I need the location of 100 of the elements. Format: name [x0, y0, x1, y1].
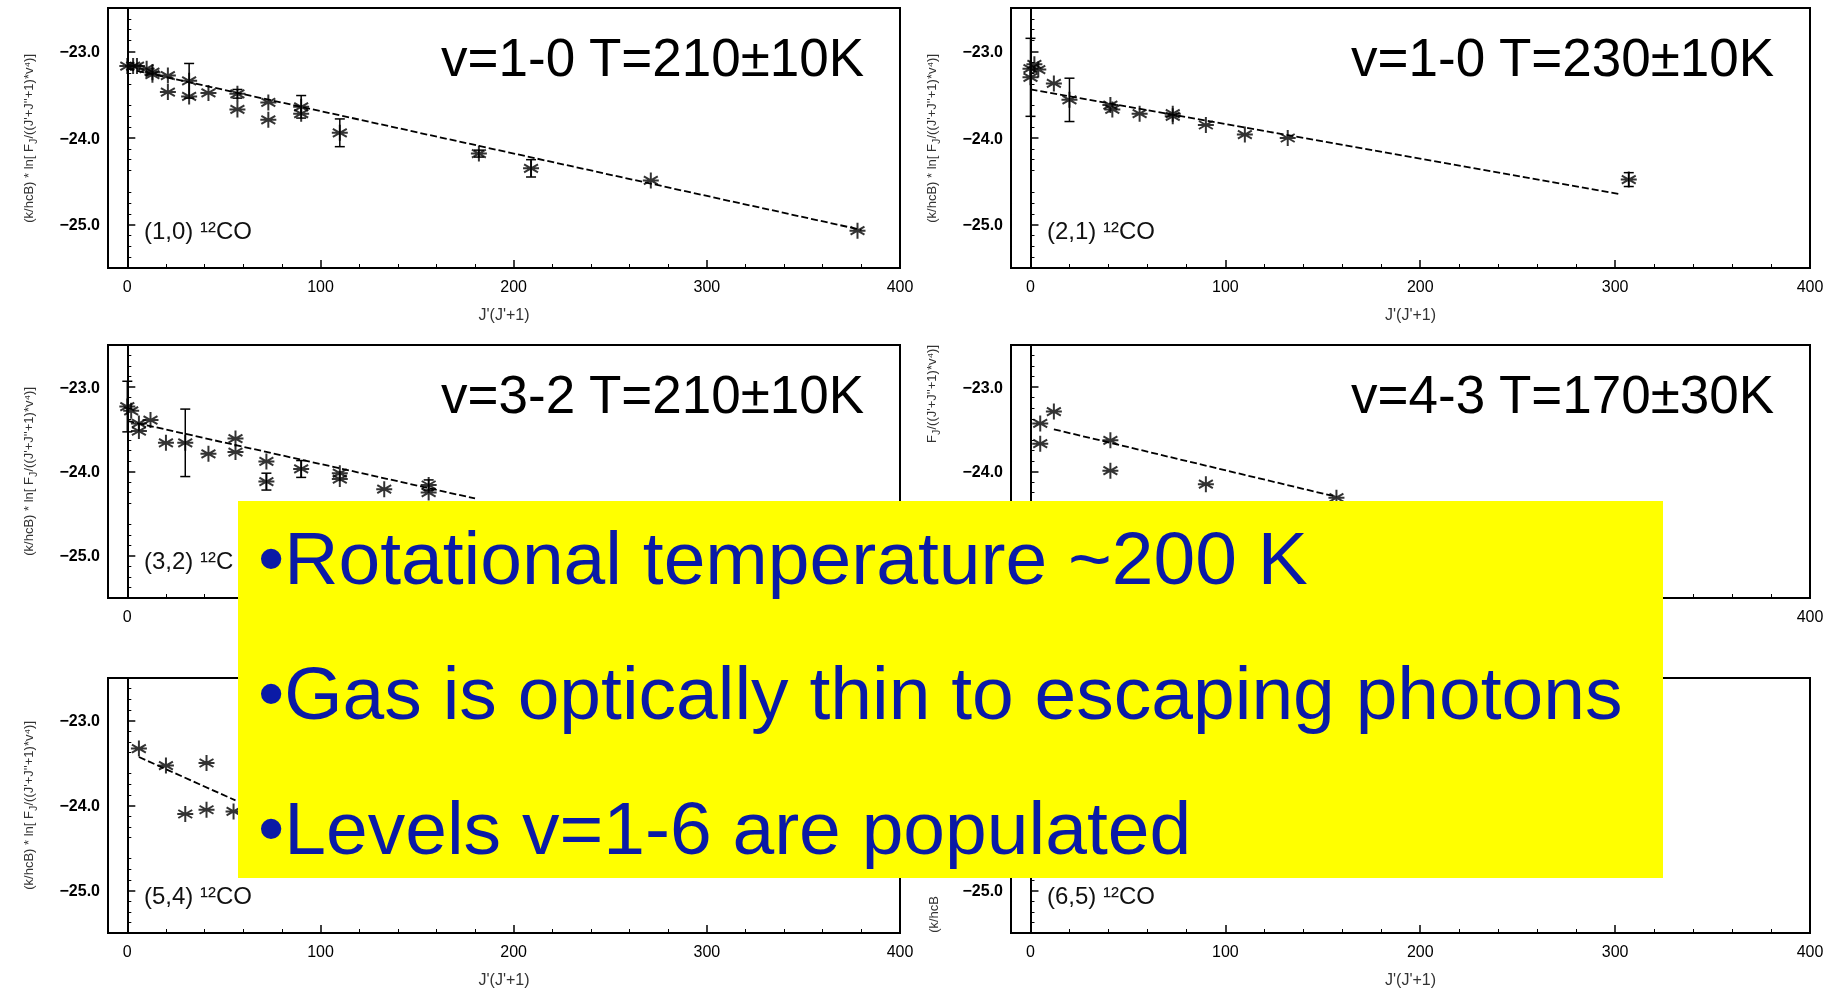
y-tick-label: −24.0 [962, 463, 1004, 480]
y-tick-label: −24.0 [962, 129, 1004, 147]
point [176, 805, 195, 823]
point [1130, 104, 1149, 123]
point [141, 411, 160, 430]
y-tick-label: −24.0 [59, 129, 101, 147]
point [129, 422, 148, 441]
point [1103, 100, 1122, 119]
x-tick-label: 100 [1212, 942, 1239, 960]
chart-title: v=1-0 T=210±10K [441, 28, 865, 87]
annotation: (5,4) ¹²CO [144, 881, 252, 909]
chart-title: v=4-3 T=170±30K [1351, 365, 1775, 424]
x-tick-label: 400 [1796, 277, 1824, 295]
point [118, 397, 137, 416]
x-tick-label: 0 [1026, 277, 1036, 295]
y-tick-label: −25.0 [962, 216, 1004, 234]
point [180, 71, 199, 90]
point [330, 123, 349, 142]
text: 400 [1796, 607, 1824, 625]
point [226, 443, 245, 462]
x-axis-title: J'(J'+1) [478, 970, 530, 988]
x-tick-label: 400 [886, 942, 914, 960]
annotation: (3,2) ¹²C [144, 546, 234, 574]
x-tick-label: 200 [1406, 277, 1434, 295]
point [419, 483, 438, 502]
y-tick-label: −23.0 [59, 378, 101, 396]
x-tick-label: 400 [886, 277, 914, 295]
point [292, 459, 311, 478]
point [1044, 74, 1063, 93]
y-tick-label: −23.0 [59, 42, 101, 60]
x-tick-label: 400 [1796, 942, 1824, 960]
x-tick-label: 300 [693, 277, 721, 295]
point [375, 480, 394, 499]
x-tick-label: 0 [122, 277, 132, 295]
point [1031, 414, 1050, 433]
point [1101, 96, 1120, 115]
point [176, 433, 195, 452]
y-axis-title: (k/hcB [925, 896, 941, 933]
annotation: (6,5) ¹²CO [1047, 881, 1155, 909]
point [1101, 431, 1120, 450]
point [330, 470, 349, 489]
y-tick-label: −25.0 [59, 216, 101, 234]
chart-title: v=1-0 T=230±10K [1351, 28, 1775, 87]
point [197, 800, 216, 819]
point [848, 221, 867, 240]
point [1044, 402, 1063, 421]
x-tick-label: 100 [1212, 277, 1239, 295]
annotation: (1,0) ¹²CO [144, 216, 252, 244]
x-tick-label: 200 [500, 942, 528, 960]
point [129, 739, 148, 758]
x-tick-label: 300 [693, 942, 721, 960]
y-tick-label: −23.0 [59, 712, 101, 729]
text: 0 [122, 607, 132, 625]
point [1060, 90, 1079, 109]
point [1031, 434, 1050, 453]
point [522, 159, 541, 178]
point [199, 83, 218, 102]
y-tick-label: −24.0 [59, 797, 101, 814]
x-tick-label: 100 [307, 277, 334, 295]
y-tick-label: −23.0 [962, 378, 1004, 396]
x-tick-label: 300 [1601, 277, 1629, 295]
point [118, 57, 137, 76]
point [257, 452, 276, 471]
annotation: •Gas is optically thin to escaping photons [258, 650, 1624, 737]
x-tick-label: 100 [307, 942, 334, 960]
point [158, 66, 177, 85]
point [158, 83, 177, 102]
x-tick-label: 200 [1406, 942, 1434, 960]
point [228, 84, 247, 103]
annotation: (2,1) ¹²CO [1047, 216, 1155, 244]
x-axis-title: J'(J'+1) [1384, 970, 1437, 988]
x-tick-label: 0 [1026, 942, 1036, 960]
point [292, 104, 311, 123]
x-tick-label: 200 [500, 277, 528, 295]
y-tick-label: −24.0 [59, 463, 101, 480]
point [1278, 129, 1297, 147]
point [1196, 116, 1215, 134]
annotation: •Rotational temperature ~200 K [258, 515, 1309, 602]
x-axis-title: J'(J'+1) [1384, 305, 1437, 323]
y-tick-label: −25.0 [59, 882, 101, 899]
point [1235, 125, 1254, 144]
point [469, 144, 488, 163]
y-tick-label: −23.0 [962, 42, 1004, 60]
chart-title: v=3-2 T=210±10K [441, 365, 865, 424]
point [122, 401, 141, 420]
point [1101, 461, 1120, 480]
point [259, 93, 278, 112]
annotation: •Levels v=1-6 are populated [258, 786, 1192, 870]
x-axis-title: J'(J'+1) [478, 305, 530, 323]
point [1619, 170, 1638, 189]
point [199, 444, 218, 463]
y-tick-label: −25.0 [59, 547, 101, 565]
point [259, 110, 278, 129]
point [156, 756, 175, 775]
point [180, 87, 199, 106]
point [1196, 475, 1215, 494]
x-tick-label: 0 [122, 942, 132, 960]
x-tick-label: 300 [1601, 942, 1629, 960]
point [641, 171, 660, 190]
point [1021, 68, 1040, 87]
